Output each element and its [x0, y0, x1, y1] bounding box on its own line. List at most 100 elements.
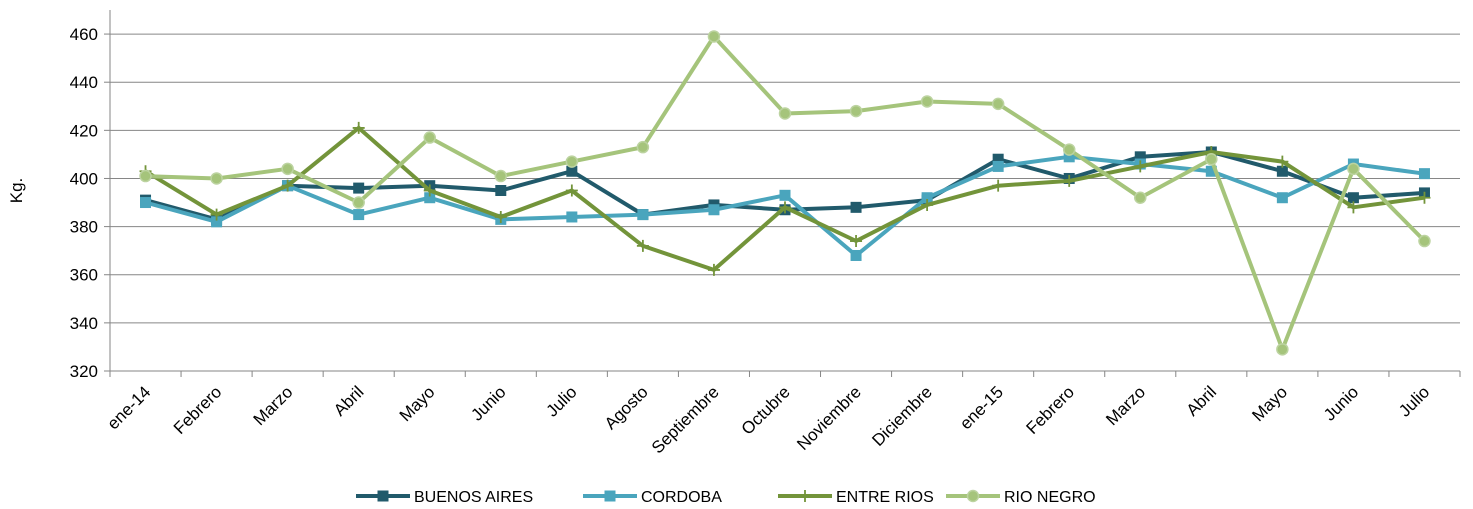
legend-label: BUENOS AIRES — [414, 489, 533, 506]
legend-label: ENTRE RIOS — [836, 489, 934, 506]
data-point — [1062, 143, 1076, 156]
data-point — [1418, 191, 1431, 204]
gridlines — [110, 33, 1460, 324]
legend-marker — [966, 489, 980, 503]
data-point — [565, 155, 579, 168]
data-point — [778, 107, 792, 120]
x-tick-label: Junio — [467, 382, 509, 424]
x-tick-label: Abril — [330, 382, 367, 419]
legend: BUENOS AIRES CORDOBA ENTRE RIOS RIO NEGRO — [356, 489, 1096, 506]
data-point — [352, 196, 365, 209]
data-point — [1347, 201, 1360, 214]
x-tick-label: Agosto — [601, 382, 652, 433]
data-point — [708, 204, 720, 216]
data-point — [1347, 162, 1360, 176]
legend-marker — [604, 490, 616, 502]
x-tick-label: Mayo — [1248, 382, 1291, 425]
x-tick-label: Diciembre — [868, 382, 936, 450]
legend-marker — [799, 490, 811, 502]
data-point — [779, 201, 791, 214]
x-tick-label: ene-14 — [103, 382, 154, 433]
data-point — [1276, 165, 1288, 177]
data-point — [992, 153, 1004, 165]
data-point — [850, 201, 862, 213]
x-tick-label: Marzo — [1102, 382, 1149, 429]
y-tick-label: 320 — [70, 362, 98, 381]
data-point — [991, 97, 1005, 111]
y-axis-title: Kg. — [7, 178, 26, 204]
data-point — [139, 169, 152, 183]
data-point — [1205, 165, 1217, 177]
data-point — [1347, 192, 1359, 204]
x-tick-label: Julio — [1395, 382, 1433, 420]
data-point — [849, 104, 863, 118]
y-tick-label: 360 — [70, 266, 98, 285]
series-entre-rios — [139, 121, 1431, 276]
legend-item-buenos-aires: BUENOS AIRES — [356, 489, 533, 506]
data-point — [707, 30, 721, 43]
data-point — [1276, 343, 1289, 356]
data-point — [637, 209, 649, 221]
y-tick-label: 460 — [70, 25, 98, 44]
data-point — [636, 239, 649, 252]
y-tick-label: 380 — [70, 218, 98, 237]
data-point — [210, 208, 223, 221]
data-point — [992, 179, 1005, 192]
data-point — [281, 179, 294, 192]
data-point — [1276, 155, 1289, 168]
y-tick-label: 420 — [70, 121, 98, 140]
data-point — [850, 235, 863, 248]
legend-label: CORDOBA — [641, 489, 722, 506]
legend-item-cordoba: CORDOBA — [583, 489, 722, 506]
y-tick-label: 340 — [70, 314, 98, 333]
y-tick-label: 440 — [70, 73, 98, 92]
data-point — [140, 197, 152, 209]
data-point — [921, 198, 934, 211]
data-point — [211, 216, 223, 228]
x-tick-label: Febrero — [170, 382, 226, 438]
data-point — [423, 184, 436, 197]
data-point — [1063, 174, 1076, 187]
legend-label: RIO NEGRO — [1004, 489, 1096, 506]
x-tick-label: Mayo — [396, 382, 439, 425]
x-tick-label: Febrero — [1023, 382, 1079, 438]
data-point — [565, 184, 578, 197]
data-point — [424, 192, 436, 204]
data-point — [210, 172, 223, 185]
series-layer — [139, 30, 1431, 356]
data-point — [1063, 151, 1075, 163]
x-axis: ene-14 Febrero Marzo Abril Mayo Junio Julio Ago… — [103, 370, 1461, 457]
legend-item-rio-negro: RIO NEGRO — [946, 489, 1096, 506]
x-tick-label: Julio — [543, 382, 581, 420]
data-point — [1134, 151, 1146, 163]
x-tick-label: Abril — [1183, 382, 1220, 419]
data-point — [495, 185, 507, 196]
data-point — [353, 182, 365, 194]
series-rio-negro — [139, 30, 1431, 356]
data-point — [1134, 160, 1147, 173]
x-tick-label: Noviembre — [793, 382, 865, 454]
data-point — [992, 160, 1004, 172]
data-point — [353, 209, 365, 221]
data-point — [920, 95, 934, 108]
data-point — [636, 140, 650, 154]
x-tick-label: Octubre — [738, 382, 794, 438]
data-point — [1418, 168, 1430, 180]
data-point — [423, 131, 436, 144]
data-point — [707, 263, 720, 276]
data-point — [494, 210, 507, 223]
data-point — [566, 165, 578, 177]
data-point — [921, 192, 933, 204]
data-point — [1418, 234, 1431, 248]
legend-marker — [377, 490, 389, 502]
data-point — [566, 211, 578, 223]
data-point — [850, 249, 862, 261]
y-tick-label: 400 — [70, 169, 98, 188]
y-axis: 320 340 360 380 400 420 440 460 — [70, 10, 111, 381]
data-point — [352, 121, 365, 134]
data-point — [1134, 191, 1147, 204]
data-point — [1276, 192, 1288, 204]
x-tick-label: Marzo — [250, 382, 297, 429]
data-point — [1205, 152, 1218, 166]
